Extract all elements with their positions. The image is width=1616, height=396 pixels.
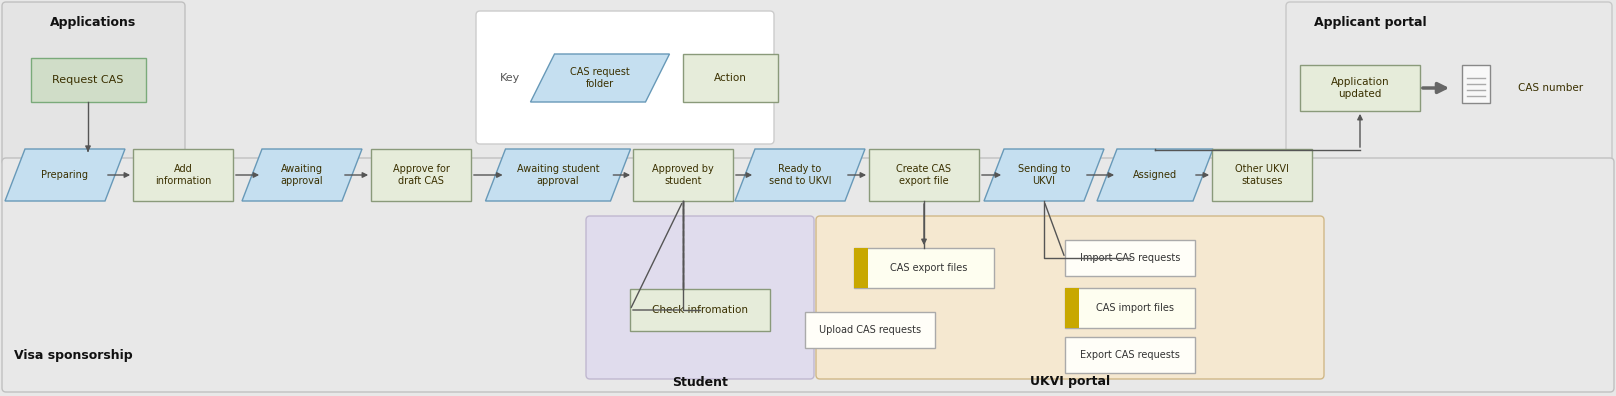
- Text: Awaiting
approval: Awaiting approval: [281, 164, 323, 186]
- FancyBboxPatch shape: [1299, 65, 1420, 111]
- Text: Application
updated: Application updated: [1330, 77, 1390, 99]
- Text: Approved by
student: Approved by student: [653, 164, 714, 186]
- Text: Applications: Applications: [50, 15, 136, 29]
- FancyBboxPatch shape: [1212, 149, 1312, 201]
- FancyBboxPatch shape: [682, 54, 777, 102]
- Text: Create CAS
export file: Create CAS export file: [897, 164, 952, 186]
- Text: UKVI portal: UKVI portal: [1029, 375, 1110, 388]
- Text: Applicant portal: Applicant portal: [1314, 15, 1427, 29]
- FancyBboxPatch shape: [1065, 288, 1079, 328]
- Text: Ready to
send to UKVI: Ready to send to UKVI: [769, 164, 831, 186]
- Text: Awaiting student
approval: Awaiting student approval: [517, 164, 600, 186]
- Text: Preparing: Preparing: [42, 170, 89, 180]
- Text: Add
information: Add information: [155, 164, 212, 186]
- Polygon shape: [735, 149, 865, 201]
- Text: CAS export files: CAS export files: [890, 263, 968, 273]
- FancyBboxPatch shape: [1065, 240, 1194, 276]
- FancyBboxPatch shape: [853, 248, 868, 288]
- Text: Visa sponsorship: Visa sponsorship: [15, 348, 133, 362]
- Text: Student: Student: [672, 375, 727, 388]
- Text: Key: Key: [499, 73, 520, 83]
- Text: Import CAS requests: Import CAS requests: [1079, 253, 1180, 263]
- FancyBboxPatch shape: [133, 149, 233, 201]
- FancyBboxPatch shape: [630, 289, 769, 331]
- Polygon shape: [530, 54, 669, 102]
- Text: Export CAS requests: Export CAS requests: [1079, 350, 1180, 360]
- FancyBboxPatch shape: [477, 11, 774, 144]
- Text: Action: Action: [714, 73, 747, 83]
- FancyBboxPatch shape: [1065, 337, 1194, 373]
- FancyBboxPatch shape: [805, 312, 936, 348]
- FancyBboxPatch shape: [31, 58, 145, 102]
- Text: Assigned: Assigned: [1133, 170, 1176, 180]
- FancyBboxPatch shape: [1286, 2, 1613, 165]
- Polygon shape: [242, 149, 362, 201]
- Text: Sending to
UKVI: Sending to UKVI: [1018, 164, 1070, 186]
- Text: Upload CAS requests: Upload CAS requests: [819, 325, 921, 335]
- Text: CAS import files: CAS import files: [1096, 303, 1173, 313]
- Text: Request CAS: Request CAS: [52, 75, 124, 85]
- Text: Other UKVI
statuses: Other UKVI statuses: [1235, 164, 1290, 186]
- FancyBboxPatch shape: [372, 149, 470, 201]
- Polygon shape: [984, 149, 1104, 201]
- Polygon shape: [485, 149, 630, 201]
- FancyBboxPatch shape: [853, 248, 994, 288]
- FancyBboxPatch shape: [1462, 65, 1490, 103]
- Text: Approve for
draft CAS: Approve for draft CAS: [393, 164, 449, 186]
- FancyBboxPatch shape: [869, 149, 979, 201]
- FancyBboxPatch shape: [816, 216, 1324, 379]
- Text: Check infromation: Check infromation: [651, 305, 748, 315]
- Polygon shape: [1097, 149, 1214, 201]
- FancyBboxPatch shape: [633, 149, 734, 201]
- FancyBboxPatch shape: [2, 2, 184, 165]
- FancyBboxPatch shape: [1065, 288, 1194, 328]
- FancyBboxPatch shape: [2, 158, 1614, 392]
- Text: CAS request
folder: CAS request folder: [570, 67, 630, 89]
- Polygon shape: [5, 149, 124, 201]
- Text: CAS number: CAS number: [1517, 83, 1584, 93]
- FancyBboxPatch shape: [587, 216, 814, 379]
